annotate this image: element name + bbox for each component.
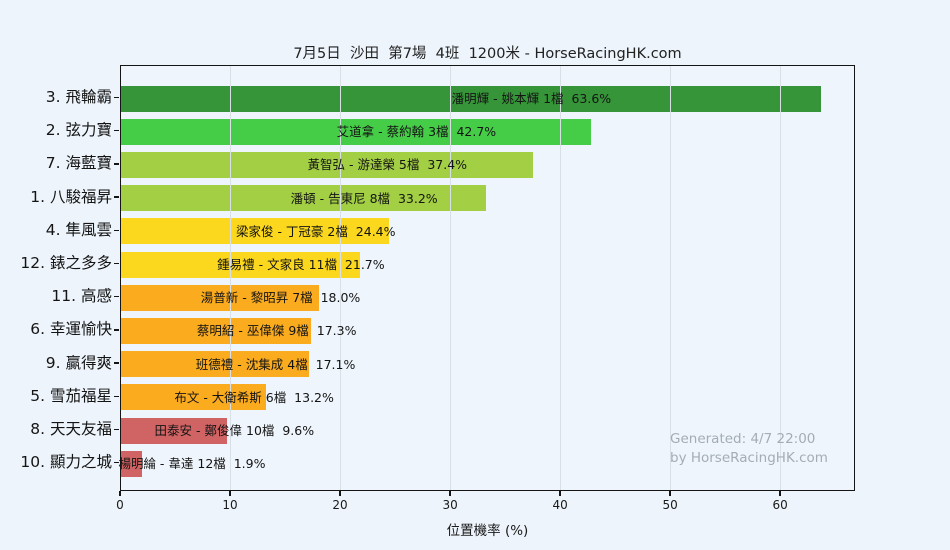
x-tick-label: 0: [116, 498, 124, 512]
y-axis-horse-label: 11. 高感: [51, 287, 112, 306]
y-axis-horse-label: 6. 幸運愉快: [30, 320, 112, 339]
probability-bar: [121, 384, 267, 411]
probability-bar: [121, 351, 310, 378]
bar-label: 艾道拿 - 蔡約翰 3檔 42.7%: [336, 124, 497, 140]
y-tick-mark: [114, 96, 119, 99]
watermark-line2: by HorseRacingHK.com: [670, 450, 828, 466]
y-tick-mark: [114, 129, 119, 132]
y-axis-horse-label: 4. 隼風雲: [45, 220, 112, 239]
y-axis-horse-label: 8. 天天友福: [30, 420, 112, 438]
y-tick-mark: [114, 163, 119, 165]
x-tick-label: 60: [772, 498, 788, 512]
x-tick-mark: [339, 491, 341, 496]
bar-label: 鍾易禮 - 文家良 11檔 21.7%: [217, 257, 385, 272]
y-tick-mark: [114, 362, 119, 364]
y-tick-mark: [114, 329, 119, 331]
gridline: [450, 66, 452, 490]
bar-label: 班德禮 - 沈集成 4檔 17.1%: [195, 356, 356, 372]
y-tick-mark: [114, 196, 119, 198]
gridline: [230, 66, 232, 490]
x-tick-mark: [229, 491, 231, 496]
bar-label: 潘頓 - 告東尼 8檔 33.2%: [290, 190, 438, 206]
y-tick-mark: [114, 295, 119, 298]
probability-bar: [121, 218, 390, 245]
y-axis-horse-label: 7. 海藍寶: [45, 154, 112, 173]
bar-label: 梁家俊 - 丁冠豪 2檔 24.4%: [235, 223, 396, 239]
bar-label: 田泰安 - 鄭俊偉 10檔 9.6%: [154, 423, 315, 438]
y-tick-mark: [114, 229, 119, 232]
x-tick-label: 50: [662, 498, 678, 512]
bar-label: 蔡明紹 - 巫偉傑 9檔 17.3%: [196, 323, 357, 339]
y-axis-horse-label: 12. 錶之多多: [20, 254, 112, 272]
y-axis-horse-label: 3. 飛輪霸: [45, 88, 112, 106]
y-axis-horse-label: 5. 雪茄福星: [30, 386, 112, 405]
gridline: [340, 66, 342, 490]
y-axis-horse-label: 9. 贏得爽: [45, 353, 112, 372]
x-tick-label: 40: [552, 498, 568, 512]
x-tick-label: 30: [442, 498, 458, 512]
watermark: Generated: 4/7 22:00 by HorseRacingHK.co…: [670, 430, 828, 468]
gridline: [780, 66, 782, 490]
gridline: [560, 66, 562, 490]
probability-bar: [121, 417, 227, 444]
probability-bar: [121, 151, 533, 178]
x-tick-mark: [669, 491, 671, 496]
probability-bar: [121, 185, 487, 212]
y-tick-mark: [114, 428, 119, 431]
plot-area: 潘明輝 - 姚本輝 1檔 63.6% 艾道拿 - 蔡約翰 3檔 42.7% 黃智弘 …: [118, 65, 855, 491]
x-axis-title: 位置機率 (%): [446, 523, 529, 539]
probability-bar: [121, 85, 821, 112]
x-tick-mark: [449, 491, 451, 496]
y-tick-mark: [114, 461, 119, 464]
y-tick-mark: [114, 262, 119, 265]
probability-bar: [121, 251, 360, 278]
bar-label: 楊明綸 - 韋達 12檔 1.9%: [118, 456, 266, 472]
gridline: [670, 66, 672, 490]
y-tick-mark: [114, 395, 119, 398]
probability-bar: [121, 317, 312, 344]
y-axis-horse-label: 10. 顯力之城: [20, 453, 112, 472]
bar-label: 布文 - 大衛希斯 6檔 13.2%: [174, 389, 334, 405]
x-tick-mark: [779, 491, 781, 496]
probability-bar: [121, 118, 591, 145]
y-axis-horse-label: 1. 八駿福昇: [30, 187, 112, 206]
x-tick-label: 10: [222, 498, 238, 512]
watermark-line1: Generated: 4/7 22:00: [670, 431, 816, 447]
chart-title: 7月5日 沙田 第7場 4班 1200米 - HorseRacingHK.com: [293, 46, 682, 62]
bar-label: 潘明輝 - 姚本輝 1檔 63.6%: [451, 91, 612, 106]
x-tick-mark: [559, 491, 561, 496]
probability-bar: [121, 284, 320, 311]
bar-label: 湯普新 - 黎昭昇 7檔 18.0%: [200, 290, 361, 306]
x-tick-label: 20: [332, 498, 348, 512]
x-tick-mark: [119, 491, 121, 496]
probability-bar: [121, 450, 142, 477]
bar-label: 黃智弘 - 游達榮 5檔 37.4%: [307, 157, 468, 173]
y-axis-horse-label: 2. 弦力寶: [45, 121, 112, 140]
